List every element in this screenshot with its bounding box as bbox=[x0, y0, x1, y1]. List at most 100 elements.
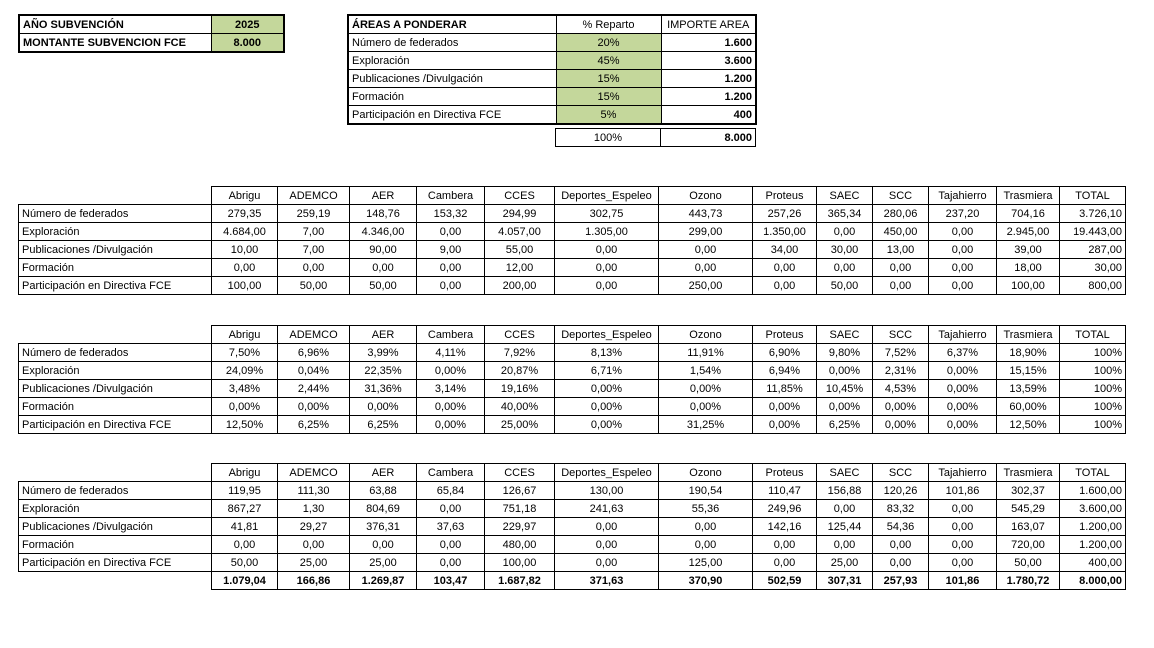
value-cell[interactable]: 257,26 bbox=[752, 204, 817, 223]
value-cell[interactable]: 229,97 bbox=[484, 517, 555, 536]
column-header[interactable]: Tajahierro bbox=[928, 463, 997, 482]
value-cell[interactable]: 249,96 bbox=[752, 499, 817, 518]
value-cell[interactable]: 55,36 bbox=[658, 499, 753, 518]
area-label-cell[interactable]: Exploración bbox=[347, 51, 557, 70]
value-cell[interactable]: 4.684,00 bbox=[211, 222, 278, 241]
value-cell[interactable]: 31,36% bbox=[349, 379, 417, 398]
column-header[interactable]: SCC bbox=[872, 463, 929, 482]
value-cell[interactable]: 287,00 bbox=[1059, 240, 1126, 259]
value-cell[interactable]: 0,00 bbox=[416, 222, 485, 241]
column-header[interactable]: Cambera bbox=[416, 325, 485, 344]
value-cell[interactable]: 19,16% bbox=[484, 379, 555, 398]
value-cell[interactable]: 0,00% bbox=[752, 397, 817, 416]
column-header[interactable]: Trasmiera bbox=[996, 325, 1060, 344]
value-cell[interactable]: 6,25% bbox=[349, 415, 417, 434]
value-cell[interactable]: 12,50% bbox=[211, 415, 278, 434]
value-cell[interactable]: 0,00 bbox=[554, 535, 659, 554]
value-cell[interactable]: 0,00 bbox=[872, 258, 929, 277]
value-cell[interactable]: 4.346,00 bbox=[349, 222, 417, 241]
value-cell[interactable]: 0,00 bbox=[928, 222, 997, 241]
value-cell[interactable]: 0,00 bbox=[816, 222, 873, 241]
total-cell[interactable]: 257,93 bbox=[872, 571, 929, 590]
total-cell[interactable]: 103,47 bbox=[416, 571, 485, 590]
column-header[interactable]: Cambera bbox=[416, 463, 485, 482]
value-cell[interactable]: 0,00 bbox=[211, 535, 278, 554]
value-cell[interactable]: 54,36 bbox=[872, 517, 929, 536]
value-cell[interactable]: 751,18 bbox=[484, 499, 555, 518]
value-cell[interactable]: 1.200,00 bbox=[1059, 517, 1126, 536]
total-cell[interactable]: 502,59 bbox=[752, 571, 817, 590]
value-cell[interactable]: 156,88 bbox=[816, 481, 873, 500]
column-header[interactable]: TOTAL bbox=[1059, 325, 1126, 344]
value-cell[interactable]: 12,00 bbox=[484, 258, 555, 277]
column-header[interactable]: Deportes_Espeleo bbox=[554, 186, 659, 205]
value-cell[interactable]: 280,06 bbox=[872, 204, 929, 223]
value-cell[interactable]: 0,00 bbox=[554, 276, 659, 295]
value-cell[interactable]: 55,00 bbox=[484, 240, 555, 259]
area-reparto-cell[interactable]: 20% bbox=[555, 33, 662, 52]
value-cell[interactable]: 111,30 bbox=[277, 481, 350, 500]
value-cell[interactable]: 30,00 bbox=[816, 240, 873, 259]
value-cell[interactable]: 365,34 bbox=[816, 204, 873, 223]
value-cell[interactable]: 720,00 bbox=[996, 535, 1060, 554]
areas-total-reparto-cell[interactable]: 100% bbox=[555, 128, 661, 147]
value-cell[interactable]: 0,00 bbox=[752, 553, 817, 572]
value-cell[interactable]: 100,00 bbox=[996, 276, 1060, 295]
value-cell[interactable]: 0,00 bbox=[658, 258, 753, 277]
value-cell[interactable]: 200,00 bbox=[484, 276, 555, 295]
value-cell[interactable]: 18,90% bbox=[996, 343, 1060, 362]
area-importe-cell[interactable]: 1.600 bbox=[660, 33, 757, 52]
cell-ano-subvencion-label[interactable]: AÑO SUBVENCIÓN bbox=[18, 14, 212, 34]
total-cell[interactable]: 1.079,04 bbox=[211, 571, 278, 590]
cell-ano-subvencion-value[interactable]: 2025 bbox=[210, 14, 285, 34]
value-cell[interactable]: 0,00 bbox=[277, 258, 350, 277]
value-cell[interactable]: 1.200,00 bbox=[1059, 535, 1126, 554]
value-cell[interactable]: 19.443,00 bbox=[1059, 222, 1126, 241]
value-cell[interactable]: 0,00% bbox=[816, 397, 873, 416]
value-cell[interactable]: 302,75 bbox=[554, 204, 659, 223]
value-cell[interactable]: 190,54 bbox=[658, 481, 753, 500]
value-cell[interactable]: 0,00 bbox=[928, 499, 997, 518]
value-cell[interactable]: 6,25% bbox=[816, 415, 873, 434]
column-header[interactable]: Proteus bbox=[752, 186, 817, 205]
value-cell[interactable]: 100% bbox=[1059, 397, 1126, 416]
value-cell[interactable]: 50,00 bbox=[816, 276, 873, 295]
value-cell[interactable]: 0,00 bbox=[872, 553, 929, 572]
row-label[interactable]: Participación en Directiva FCE bbox=[18, 553, 212, 572]
column-header[interactable]: SCC bbox=[872, 325, 929, 344]
column-header[interactable]: SAEC bbox=[816, 325, 873, 344]
value-cell[interactable]: 65,84 bbox=[416, 481, 485, 500]
value-cell[interactable]: 0,00 bbox=[211, 258, 278, 277]
value-cell[interactable]: 0,00 bbox=[872, 535, 929, 554]
value-cell[interactable]: 0,00 bbox=[872, 276, 929, 295]
total-cell[interactable]: 166,86 bbox=[277, 571, 350, 590]
value-cell[interactable]: 0,00 bbox=[416, 276, 485, 295]
total-cell[interactable]: 307,31 bbox=[816, 571, 873, 590]
value-cell[interactable]: 110,47 bbox=[752, 481, 817, 500]
column-header[interactable]: Proteus bbox=[752, 325, 817, 344]
value-cell[interactable]: 0,00 bbox=[658, 517, 753, 536]
value-cell[interactable]: 0,00 bbox=[928, 258, 997, 277]
row-label[interactable]: Participación en Directiva FCE bbox=[18, 276, 212, 295]
value-cell[interactable]: 4,53% bbox=[872, 379, 929, 398]
area-reparto-cell[interactable]: 45% bbox=[555, 51, 662, 70]
value-cell[interactable]: 6,90% bbox=[752, 343, 817, 362]
value-cell[interactable]: 100,00 bbox=[211, 276, 278, 295]
column-header[interactable]: Tajahierro bbox=[928, 186, 997, 205]
value-cell[interactable]: 20,87% bbox=[484, 361, 555, 380]
value-cell[interactable]: 704,16 bbox=[996, 204, 1060, 223]
area-importe-cell[interactable]: 1.200 bbox=[660, 69, 757, 88]
value-cell[interactable]: 7,92% bbox=[484, 343, 555, 362]
value-cell[interactable]: 0,00 bbox=[416, 499, 485, 518]
value-cell[interactable]: 0,00 bbox=[816, 499, 873, 518]
column-header[interactable]: Ozono bbox=[658, 325, 753, 344]
value-cell[interactable]: 376,31 bbox=[349, 517, 417, 536]
value-cell[interactable]: 0,00% bbox=[349, 397, 417, 416]
value-cell[interactable]: 50,00 bbox=[349, 276, 417, 295]
value-cell[interactable]: 101,86 bbox=[928, 481, 997, 500]
row-label[interactable]: Publicaciones /Divulgación bbox=[18, 517, 212, 536]
column-header[interactable]: Cambera bbox=[416, 186, 485, 205]
column-header[interactable]: TOTAL bbox=[1059, 463, 1126, 482]
area-importe-cell[interactable]: 3.600 bbox=[660, 51, 757, 70]
value-cell[interactable]: 0,00% bbox=[554, 379, 659, 398]
